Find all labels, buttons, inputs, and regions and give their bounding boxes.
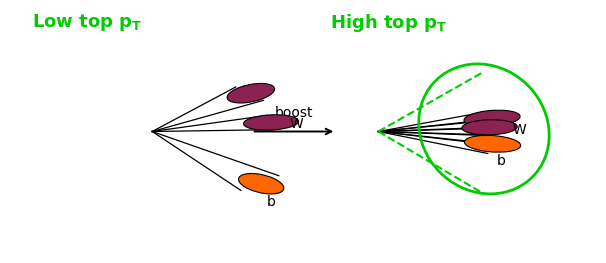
Polygon shape [152,132,279,190]
Text: b: b [497,154,506,168]
Text: b: b [267,195,276,209]
Polygon shape [378,127,490,136]
Ellipse shape [239,174,284,194]
Ellipse shape [464,135,521,152]
Ellipse shape [244,115,299,130]
Text: boost: boost [275,106,313,120]
Ellipse shape [462,120,518,135]
Polygon shape [378,132,495,154]
Polygon shape [152,115,273,132]
Polygon shape [152,87,264,132]
Text: W: W [289,117,303,131]
Text: Low top $\mathregular{p_T}$: Low top $\mathregular{p_T}$ [32,12,142,33]
Polygon shape [378,111,496,132]
Ellipse shape [227,83,275,103]
Text: W: W [513,123,526,137]
Polygon shape [378,120,493,132]
Ellipse shape [464,110,520,127]
Text: High top $\mathregular{p_T}$: High top $\mathregular{p_T}$ [330,12,447,34]
Polygon shape [378,132,493,143]
